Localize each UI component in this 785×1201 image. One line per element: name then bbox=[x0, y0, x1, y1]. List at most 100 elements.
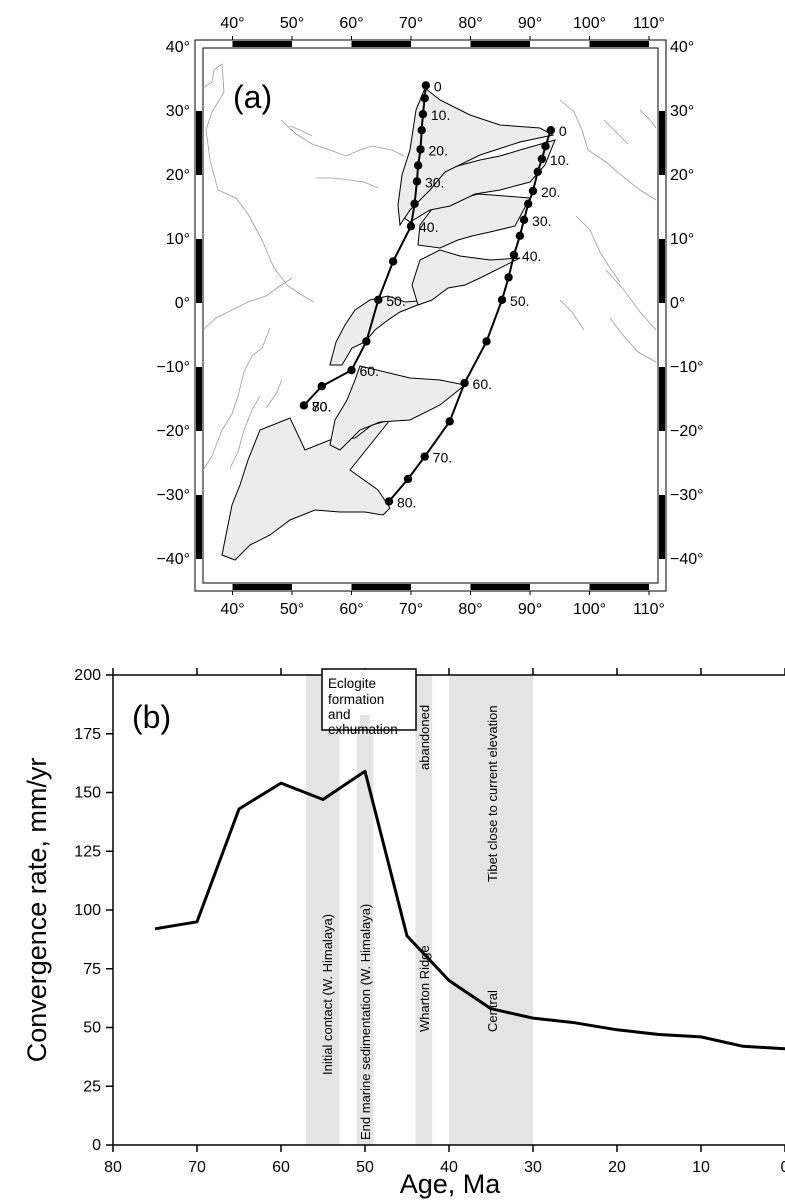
lon-tick-top: 60° bbox=[339, 15, 363, 32]
track-age-label: 70. bbox=[433, 450, 452, 466]
eclogite-line-2: formation bbox=[328, 692, 384, 707]
frame-bar-right bbox=[659, 239, 665, 303]
x-tick-label: 40 bbox=[440, 1159, 458, 1176]
track-point bbox=[528, 186, 538, 196]
frame-bar-right bbox=[659, 367, 665, 431]
track-point bbox=[347, 366, 356, 375]
y-tick-label: 75 bbox=[83, 961, 101, 978]
track-point bbox=[524, 199, 533, 208]
eclogite-line-4: exhumation bbox=[328, 722, 398, 737]
track-point bbox=[418, 110, 428, 119]
convergence-rate-line bbox=[154, 769, 785, 1051]
shaded-bands bbox=[306, 675, 533, 1145]
shaded-band bbox=[449, 675, 533, 1145]
track-point bbox=[537, 154, 547, 164]
track-age-label: 0 bbox=[434, 78, 442, 94]
band-label-central: Central bbox=[485, 990, 500, 1032]
track-point bbox=[541, 142, 550, 151]
track-point bbox=[482, 337, 491, 346]
frame-bar-left bbox=[196, 495, 202, 559]
frame-bar-left bbox=[196, 367, 202, 431]
lon-tick-bottom: 90° bbox=[518, 601, 542, 618]
track-age-label: 30. bbox=[532, 213, 551, 229]
lat-tick-left: −20° bbox=[156, 423, 190, 440]
frame-bar-bottom bbox=[232, 584, 292, 590]
lon-tick-bottom: 70° bbox=[399, 601, 423, 618]
track-point bbox=[317, 382, 326, 391]
x-tick-label: 10 bbox=[692, 1159, 710, 1176]
track-point bbox=[416, 145, 425, 154]
lat-tick-left: 20° bbox=[166, 167, 190, 184]
track-point bbox=[374, 295, 383, 304]
lon-tick-top: 100° bbox=[573, 15, 606, 32]
track-point bbox=[519, 215, 529, 224]
y-tick-label: 200 bbox=[74, 667, 101, 684]
y-tick-label: 150 bbox=[74, 785, 101, 802]
frame-bar-top bbox=[232, 41, 292, 47]
track-point bbox=[403, 474, 413, 484]
map-frame-bars bbox=[196, 41, 665, 590]
band-label-end-marine: End marine sedimentation (W. Himalaya) bbox=[358, 904, 373, 1140]
track-age-label: 20. bbox=[429, 142, 448, 158]
eclogite-box-shade bbox=[360, 715, 370, 729]
lon-tick-bottom: 40° bbox=[220, 601, 244, 618]
track-point bbox=[417, 126, 426, 135]
y-tick-label: 25 bbox=[83, 1078, 101, 1095]
frame-bar-right bbox=[659, 111, 665, 175]
x-tick-label: 0 bbox=[781, 1159, 785, 1176]
track-point bbox=[420, 452, 429, 461]
track-point bbox=[515, 231, 525, 240]
track-age-label: 50. bbox=[510, 293, 529, 309]
x-tick-label: 50 bbox=[356, 1159, 374, 1176]
x-tick-label: 60 bbox=[272, 1159, 290, 1176]
band-label-wharton-ridge: Wharton Ridge bbox=[417, 945, 432, 1032]
y-tick-label: 125 bbox=[74, 843, 101, 860]
chart-ticks: 807060504030201000255075100125150175200 bbox=[74, 667, 785, 1176]
track-age-label: 0 bbox=[559, 123, 567, 139]
track-age-label: 30. bbox=[425, 174, 444, 190]
y-tick-label: 0 bbox=[92, 1137, 101, 1154]
map-panel: 010.20.30.40.50.60.70.80.010.20.30.40.50… bbox=[156, 15, 703, 618]
map-panel-label: (a) bbox=[233, 79, 272, 115]
frame-bar-top bbox=[589, 41, 649, 47]
track-age-label: 20. bbox=[541, 184, 560, 200]
track-point bbox=[406, 222, 416, 231]
track-age-label: 50. bbox=[386, 293, 405, 309]
eclogite-line-3: and bbox=[328, 707, 351, 722]
lat-tick-right: −10° bbox=[670, 359, 704, 376]
lat-tick-right: 30° bbox=[670, 103, 694, 120]
line-chart-panel: 807060504030201000255075100125150175200 … bbox=[22, 667, 785, 1199]
lat-tick-left: 30° bbox=[166, 103, 190, 120]
lon-tick-top: 110° bbox=[633, 15, 665, 32]
lat-tick-right: −40° bbox=[670, 551, 704, 568]
lat-tick-left: 40° bbox=[166, 39, 190, 56]
track-age-label: 10. bbox=[431, 107, 450, 123]
track-age-label: 10. bbox=[550, 152, 569, 168]
lat-tick-right: 40° bbox=[670, 39, 694, 56]
india-outlines bbox=[221, 87, 556, 561]
map-ticks: 40° 40° 50° 50° 60° 60° 70° 70° 80° 80° 90° 90° 100°… bbox=[156, 15, 703, 618]
frame-bar-right bbox=[659, 495, 665, 559]
y-axis-title: Convergence rate, mm/yr bbox=[22, 758, 52, 1063]
track-point bbox=[533, 167, 542, 176]
lon-tick-bottom: 110° bbox=[633, 601, 665, 618]
track-age-label: 60. bbox=[360, 363, 379, 379]
shaded-band bbox=[306, 675, 340, 1145]
track-point bbox=[421, 81, 431, 90]
lon-tick-top: 50° bbox=[280, 15, 304, 32]
lon-tick-bottom: 80° bbox=[458, 601, 482, 618]
track-point bbox=[546, 126, 556, 135]
lon-tick-bottom: 50° bbox=[280, 601, 304, 618]
lat-tick-right: −20° bbox=[670, 423, 704, 440]
frame-bar-top bbox=[351, 41, 411, 47]
frame-bar-left bbox=[196, 111, 202, 175]
track-point bbox=[460, 378, 469, 388]
y-tick-label: 100 bbox=[74, 902, 101, 919]
lon-tick-top: 40° bbox=[220, 15, 244, 32]
track-age-label: 40. bbox=[419, 219, 438, 235]
lon-tick-top: 80° bbox=[458, 15, 482, 32]
track-age-label: 40. bbox=[522, 248, 541, 264]
lon-tick-top: 90° bbox=[518, 15, 542, 32]
x-tick-label: 30 bbox=[524, 1159, 542, 1176]
track-point bbox=[412, 177, 422, 186]
